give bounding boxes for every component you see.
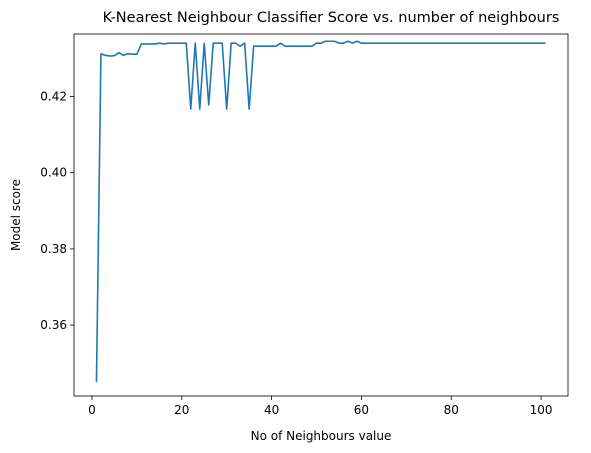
plot-area [74,34,568,396]
x-tick-label: 80 [444,403,459,417]
y-tick-label: 0.42 [40,89,67,103]
x-tick-label: 20 [174,403,189,417]
plot-frame [73,33,569,397]
y-tick-label: 0.36 [40,318,67,332]
y-tick-label: 0.38 [40,242,67,256]
x-tick-label: 40 [264,403,279,417]
x-tick-label: 60 [354,403,369,417]
y-axis-label: Model score [9,179,23,251]
x-tick-label: 0 [88,403,96,417]
x-tick-label: 100 [530,403,553,417]
y-axis-ticks: 0.36 0.38 0.40 0.42 [40,89,74,332]
y-tick-label: 0.40 [40,166,67,180]
x-axis-label: No of Neighbours value [251,429,392,443]
chart-title: K-Nearest Neighbour Classifier Score vs.… [103,10,560,26]
series-line [95,40,546,383]
x-axis-ticks: 0 20 40 60 80 100 [88,396,553,417]
